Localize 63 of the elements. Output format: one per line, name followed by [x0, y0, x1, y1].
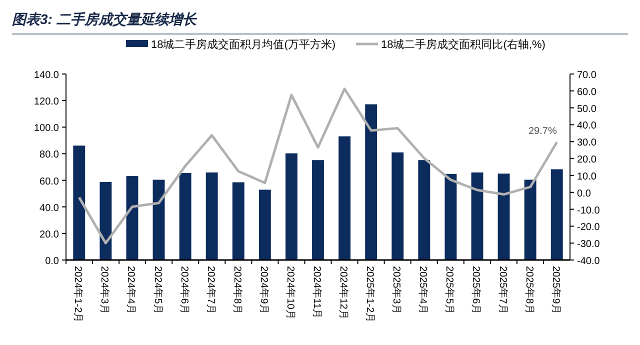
x-tick-label: 2025年1-2月	[364, 266, 376, 323]
x-tick-label: 2025年3月	[390, 266, 403, 314]
y2-tick-label: 20.0	[577, 154, 597, 166]
data-label: 29.7%	[528, 126, 557, 138]
bar	[471, 172, 484, 260]
bar	[126, 176, 138, 260]
bar	[418, 160, 430, 260]
bar	[73, 146, 86, 260]
y2-tick-label: 70.0	[577, 70, 597, 81]
bar	[312, 160, 324, 260]
x-tick-label: 2024年10月	[284, 266, 296, 320]
y2-tick-label: 40.0	[577, 120, 597, 132]
y-tick-label: 20.0	[40, 229, 60, 240]
y2-tick-label: -10.0	[577, 205, 600, 216]
bar	[365, 104, 378, 260]
x-tick-label: 2025年4月	[417, 266, 430, 314]
x-tick-label: 2024年3月	[98, 266, 111, 314]
bar	[100, 182, 112, 260]
x-tick-label: 2024年8月	[231, 266, 244, 314]
x-tick-label: 2025年8月	[523, 266, 536, 314]
y-tick-label: 40.0	[40, 202, 60, 214]
y-tick-label: 60.0	[40, 176, 60, 188]
bar	[550, 169, 563, 260]
y2-tick-label: 50.0	[577, 104, 597, 115]
x-tick-label: 2024年11月	[311, 266, 323, 319]
bar	[524, 180, 536, 260]
line-series	[78, 88, 558, 244]
y2-tick-label: 60.0	[577, 86, 597, 98]
y2-tick-label: -40.0	[577, 256, 600, 267]
x-tick-label: 2025年9月	[550, 266, 562, 314]
bar	[444, 174, 457, 260]
y2-tick-label: 10.0	[577, 171, 597, 182]
y-tick-label: 140.0	[34, 70, 60, 81]
y2-tick-label: -30.0	[577, 239, 600, 250]
x-tick-label: 2025年6月	[470, 266, 482, 314]
bar	[232, 182, 244, 260]
y2-tick-label: -20.0	[577, 222, 600, 234]
y-tick-label: 80.0	[40, 150, 60, 161]
bar	[498, 174, 510, 260]
x-tick-label: 2024年5月	[152, 266, 164, 314]
bar	[152, 180, 165, 260]
y-tick-label: 120.0	[34, 96, 60, 108]
x-tick-label: 2025年7月	[496, 266, 509, 314]
x-tick-label: 2024年1-2月	[72, 266, 84, 323]
bar	[285, 153, 298, 260]
x-tick-label: 2024年4月	[125, 266, 138, 314]
y-tick-label: 100.0	[34, 123, 60, 134]
x-tick-label: 2024年12月	[338, 266, 350, 320]
x-tick-label: 2024年9月	[258, 266, 270, 314]
bar	[392, 152, 404, 260]
y-tick-label: 0.0	[45, 256, 60, 267]
y2-tick-label: 0.0	[577, 188, 592, 200]
bar	[338, 136, 351, 260]
x-tick-label: 2024年6月	[178, 266, 190, 314]
bar	[206, 172, 218, 260]
legend-label: 18城二手房成交面积同比(右轴,%)	[381, 38, 546, 51]
bar	[258, 190, 271, 260]
bar	[179, 172, 192, 260]
x-tick-label: 2024年7月	[204, 266, 217, 314]
y2-tick-label: 30.0	[577, 138, 597, 149]
chart-title: 图表3: 二手房成交量延续增长	[12, 11, 198, 27]
legend-label: 18城二手房成交面积月均值(万平方米)	[151, 38, 336, 51]
x-tick-label: 2025年5月	[444, 266, 456, 314]
